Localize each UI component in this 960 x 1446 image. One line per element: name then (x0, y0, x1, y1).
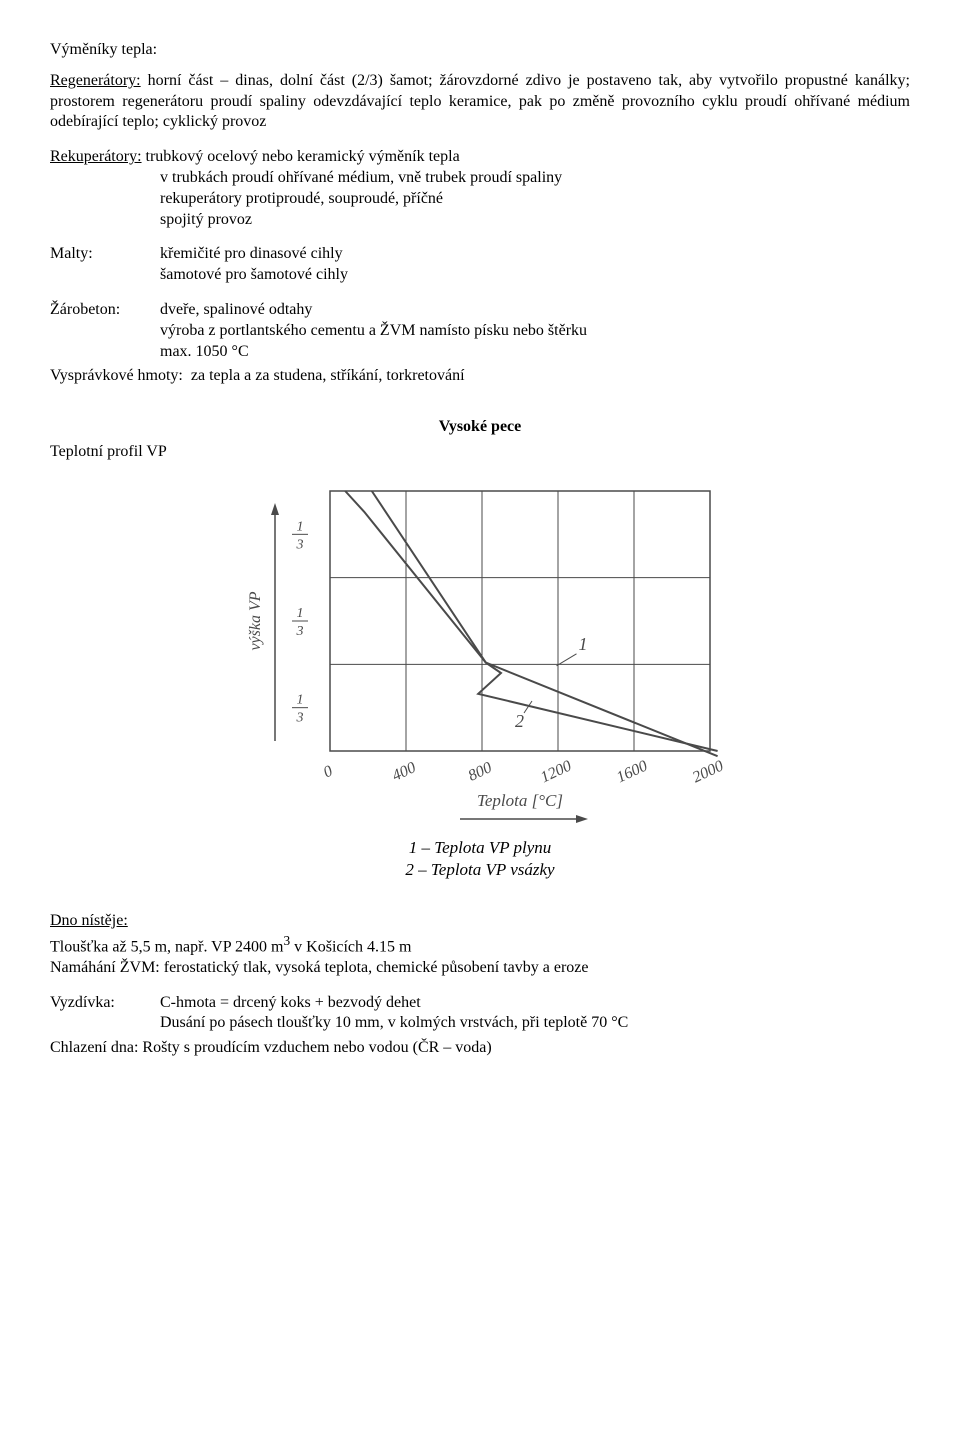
svg-text:1: 1 (297, 519, 304, 534)
zarobeton-label: Žárobeton: (50, 300, 160, 321)
vyzdivka-line2: Dusání po pásech tloušťky 10 mm, v kolmý… (50, 1013, 910, 1034)
rekup-line3: rekuperátory protiproudé, souproudé, pří… (50, 189, 910, 210)
zarobeton-block: Žárobeton: dveře, spalinové odtahy výrob… (50, 300, 910, 362)
dno-block: Dno nístěje: Tloušťka až 5,5 m, např. VP… (50, 911, 910, 979)
svg-text:1: 1 (579, 634, 588, 654)
vp-profile: Teplotní profil VP (50, 442, 910, 463)
svg-text:Teplota [°C]: Teplota [°C] (477, 791, 563, 810)
chlazeni-text: Rošty s proudícím vzduchem nebo vodou (Č… (142, 1039, 491, 1056)
svg-text:1600: 1600 (614, 757, 650, 786)
svg-text:2: 2 (515, 711, 524, 731)
malty-block: Malty: křemičité pro dinasové cihly šamo… (50, 244, 910, 286)
zarobeton-line2: výroba z portlantského cementu a ŽVM nam… (50, 321, 910, 342)
regen-block: Regenerátory: horní část – dinas, dolní … (50, 71, 910, 133)
svg-text:400: 400 (390, 759, 419, 785)
chlazeni-block: Chlazení dna: Rošty s proudícím vzduchem… (50, 1038, 910, 1059)
svg-text:800: 800 (466, 759, 495, 785)
dno-line2: Namáhání ŽVM: ferostatický tlak, vysoká … (50, 958, 910, 979)
svg-text:1200: 1200 (538, 757, 574, 786)
svg-text:2000: 2000 (690, 757, 726, 786)
heading-vymeniky: Výměníky tepla: (50, 40, 910, 61)
vyspr-text: za tepla a za studena, stříkání, torkret… (191, 367, 465, 384)
svg-text:3: 3 (296, 624, 304, 639)
vyspr-label: Vysprávkové hmoty: (50, 367, 183, 384)
rekup-line4: spojitý provoz (50, 210, 910, 231)
dno-line1-a: Tloušťka až 5,5 m, např. VP 2400 m (50, 938, 283, 955)
malty-line2: šamotové pro šamotové cihly (50, 265, 910, 286)
vyzdivka-line1: C-hmota = drcený koks + bezvodý dehet (160, 993, 421, 1014)
rekup-line2: v trubkách proudí ohřívané médium, vně t… (50, 168, 910, 189)
svg-text:3: 3 (296, 710, 304, 725)
svg-text:výška VP: výška VP (247, 591, 264, 650)
rekup-label: Rekuperátory: (50, 148, 142, 165)
dno-line1: Tloušťka až 5,5 m, např. VP 2400 m3 v Ko… (50, 932, 910, 958)
vyzdivka-label: Vyzdívka: (50, 993, 160, 1014)
malty-line1: křemičité pro dinasové cihly (160, 244, 343, 265)
svg-text:3: 3 (296, 537, 304, 552)
zarobeton-line3: max. 1050 °C (50, 342, 910, 363)
malty-label: Malty: (50, 244, 160, 265)
dno-label: Dno nístěje: (50, 911, 910, 932)
svg-text:1: 1 (297, 692, 304, 707)
rekup-block: Rekuperátory: trubkový ocelový nebo kera… (50, 147, 910, 230)
vyzdivka-block: Vyzdívka: C-hmota = drcený koks + bezvod… (50, 993, 910, 1035)
chlazeni-label: Chlazení dna: (50, 1039, 138, 1056)
chart-temperature-profile: 0 400 800 1200 1600 2000 1 3 1 3 1 3 výška VP Teplota… (220, 471, 740, 881)
rekup-line1: trubkový ocelový nebo keramický výměník … (146, 148, 460, 165)
vp-title: Vysoké pece (50, 417, 910, 438)
dno-line1-b: v Košicích 4.15 m (290, 938, 411, 955)
vyspr-block: Vysprávkové hmoty: za tepla a za studena… (50, 366, 910, 387)
regen-text: horní část – dinas, dolní část (2/3) šam… (50, 72, 910, 131)
svg-text:0: 0 (321, 762, 335, 781)
zarobeton-line1: dveře, spalinové odtahy (160, 300, 312, 321)
regen-label: Regenerátory: (50, 72, 141, 89)
svg-text:1: 1 (297, 606, 304, 621)
chart-legend-1: 1 – Teplota VP plynu (220, 837, 740, 859)
chart-legend-2: 2 – Teplota VP vsázky (220, 859, 740, 881)
